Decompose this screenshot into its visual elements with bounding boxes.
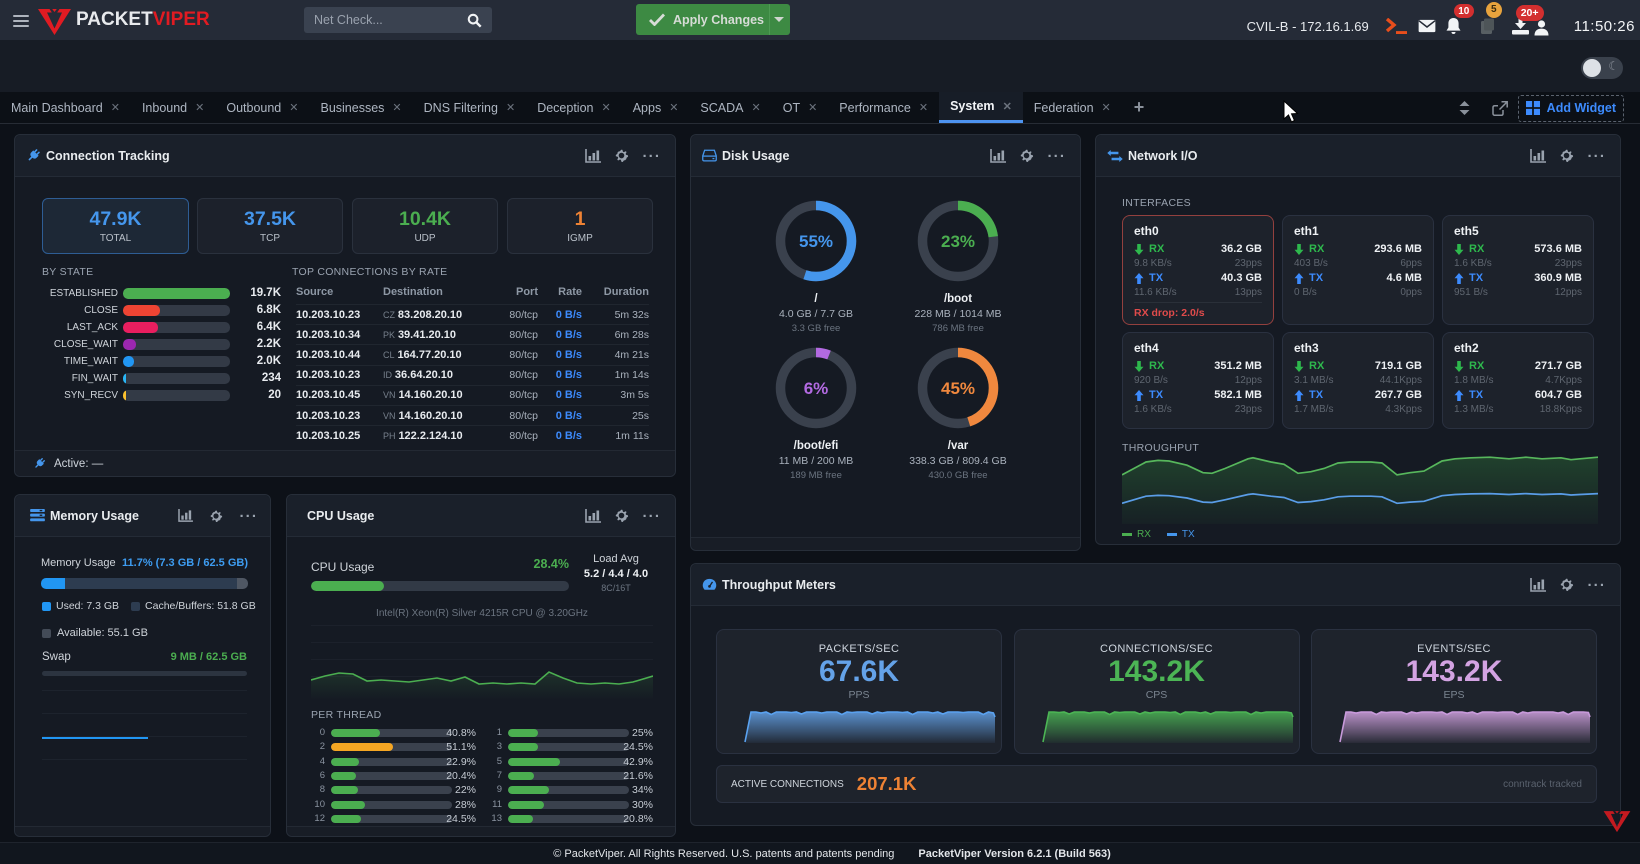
svg-text:55%: 55% (799, 232, 833, 251)
svg-text:45%: 45% (941, 379, 975, 398)
svg-text:6%: 6% (804, 379, 829, 398)
svg-text:23%: 23% (941, 232, 975, 251)
